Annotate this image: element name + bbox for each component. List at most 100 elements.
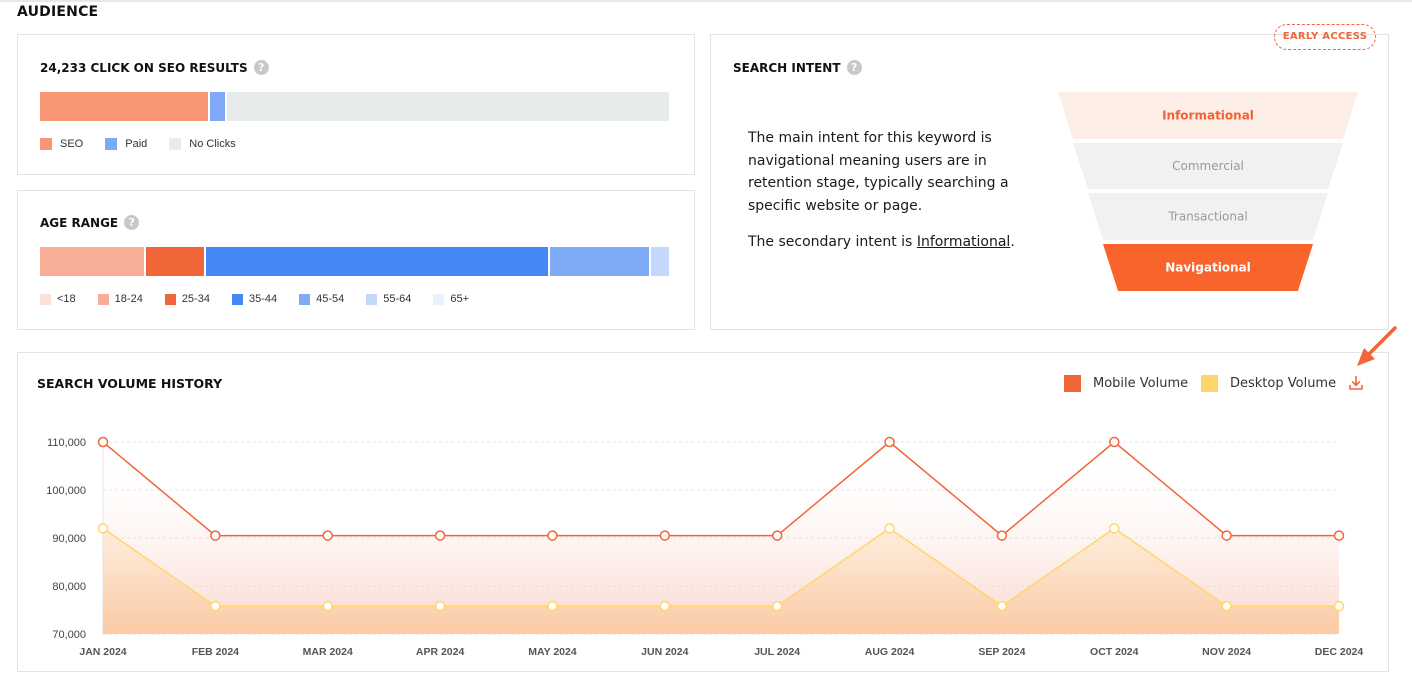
age-title: AGE RANGE ? [40,215,140,230]
section-title: AUDIENCE [17,4,99,20]
mobile-line [102,441,1339,537]
mobile-point[interactable] [1221,530,1232,541]
x-tick-label: JUN 2024 [641,646,688,658]
desktop-point[interactable] [771,600,783,612]
age-legend-label: 65+ [450,293,470,305]
clicks-legend-swatch [40,138,52,150]
legend-desktop-swatch [1201,375,1218,392]
age-stacked-bar [40,247,669,276]
mobile-point[interactable] [547,530,558,541]
x-tick-label: OCT 2024 [1090,646,1139,658]
mobile-point[interactable] [322,530,333,541]
legend-mobile-label: Mobile Volume [1093,376,1189,391]
desktop-point[interactable] [1333,600,1345,612]
desktop-line [102,527,1339,608]
age-legend-swatch [299,293,311,305]
funnel-label: Transactional [1167,210,1247,224]
age-legend-swatch [366,293,378,305]
funnel-shape [1103,244,1313,291]
age-legend-swatch [40,293,51,305]
mobile-point[interactable] [434,530,446,541]
question-circle-icon[interactable]: ? [846,60,862,75]
clicks-segment-paid[interactable] [207,92,225,121]
age-legend-item: 55-64 [366,293,411,305]
intent-secondary-link[interactable]: Informational [916,234,1011,250]
x-tick-label: JUL 2024 [754,646,800,658]
clicks-title: 24,233 CLICK ON SEO RESULTS ? [40,60,269,75]
mobile-point[interactable] [884,436,895,448]
funnel-step-informational[interactable]: Informational [1058,92,1358,139]
funnel-step-transactional[interactable]: Transactional [1088,193,1328,240]
desktop-point[interactable] [322,600,333,612]
desktop-point[interactable] [884,523,895,534]
funnel-label: Navigational [1165,261,1251,275]
mobile-point[interactable] [1109,436,1120,448]
x-tick-label: NOV 2024 [1202,646,1251,658]
desktop-point[interactable] [434,600,446,612]
mobile-point[interactable] [97,436,109,448]
volume-chart: 70,000 80,000 90,000 100,000 110,000 JAN 2024… [46,436,1363,658]
clicks-legend-item: No Clicks [169,138,236,150]
x-tick-label: MAR 2024 [303,646,353,658]
age-segment-25-34[interactable] [143,247,204,276]
funnel-shape [1058,92,1358,139]
age-legend-item: 65+ [433,293,469,305]
age-legend-label: 55-64 [383,293,412,305]
legend-desktop-label: Desktop Volume [1230,376,1337,391]
mobile-point[interactable] [659,530,671,541]
age-segment-18-24[interactable] [40,247,144,276]
age-legend-swatch [433,293,445,305]
age-segment-35-44[interactable] [203,247,549,276]
intent-funnel: Informational Commercial Transactional Navi… [1058,92,1358,291]
funnel-step-navigational[interactable]: Navigational [1103,244,1313,291]
download-button[interactable] [1345,373,1367,393]
mobile-point[interactable] [996,530,1008,541]
desktop-point[interactable] [97,523,109,534]
clicks-legend-swatch [105,138,118,150]
funnel-shape [1073,143,1343,189]
clicks-legend-swatch [169,138,182,150]
arrow-pointer-icon [1357,326,1397,366]
age-segment-55-64[interactable] [648,247,669,276]
desktop-point[interactable] [1221,600,1232,612]
clicks-legend-label: Paid [125,138,148,150]
clicks-segment-no-clicks[interactable] [224,92,669,121]
desktop-point[interactable] [547,600,558,612]
clicks-segment-seo[interactable] [40,92,208,121]
top-divider [0,0,1412,2]
desktop-point[interactable] [659,600,671,612]
download-icon [1349,375,1363,390]
desktop-point[interactable] [996,600,1008,612]
age-segment-45-54[interactable] [548,247,649,276]
clicks-legend-item: SEO [40,138,83,150]
age-legend-swatch [231,293,243,305]
legend-desktop[interactable]: Desktop Volume [1201,375,1336,392]
intent-title-text: SEARCH INTENT [733,60,841,75]
mobile-point[interactable] [210,530,221,541]
funnel-label: Commercial [1172,159,1244,173]
mobile-point[interactable] [771,530,783,541]
x-tick-label: MAY 2024 [528,646,577,658]
desktop-point[interactable] [1109,523,1120,534]
desktop-area [103,528,1339,634]
age-legend-label: 25-34 [181,293,210,305]
clicks-stacked-bar [40,92,669,121]
age-legend-item: <18 [40,293,76,305]
clicks-legend: SEO Paid No Clicks [40,138,258,150]
clicks-legend-label: No Clicks [189,138,236,150]
age-legend-label: 18-24 [114,293,143,305]
mobile-point[interactable] [1333,530,1345,541]
question-circle-icon[interactable]: ? [124,215,140,230]
y-tick-label: 90,000 [52,533,86,545]
desktop-point[interactable] [210,600,221,612]
x-tick-label: SEP 2024 [978,646,1025,658]
age-title-text: AGE RANGE [40,215,119,230]
question-circle-icon[interactable]: ? [253,60,269,75]
age-legend-label: 45-54 [316,293,345,305]
x-tick-label: JAN 2024 [79,646,126,658]
early-access-badge[interactable]: EARLY ACCESS [1274,24,1376,50]
funnel-step-commercial[interactable]: Commercial [1073,143,1343,189]
legend-mobile[interactable]: Mobile Volume [1064,375,1188,392]
y-tick-label: 80,000 [52,581,86,593]
age-legend-item: 18-24 [97,293,143,305]
